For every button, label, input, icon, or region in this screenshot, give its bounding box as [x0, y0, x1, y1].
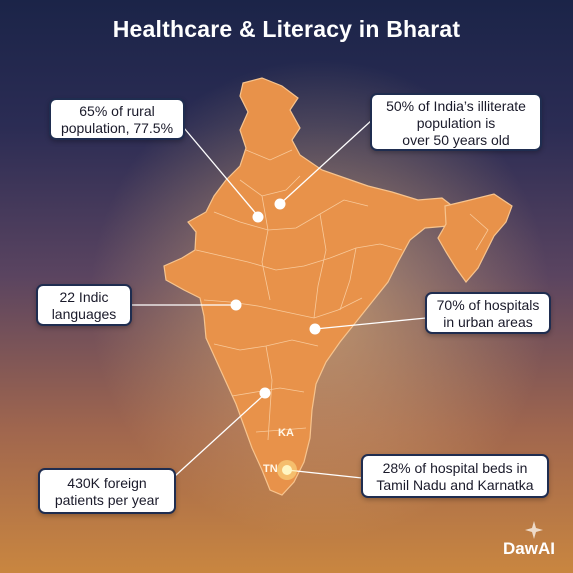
callout-indic-languages: 22 Indic languages [36, 284, 132, 326]
foreign-patients-marker [259, 387, 271, 399]
state-borders [195, 149, 489, 441]
urban-hospitals-marker [309, 323, 321, 335]
callout-illiterate-population: 50% of India’s illiterate population is … [370, 93, 542, 151]
india-northeast-shape [437, 193, 513, 283]
state-label-ka: KA [278, 427, 294, 439]
callout-urban-hospitals: 70% of hospitals in urban areas [425, 292, 551, 334]
languages-marker [230, 299, 242, 311]
callout-rural-population: 65% of rural population, 77.5% [49, 98, 185, 140]
callout-line: 430K foreign [67, 475, 147, 491]
callout-line: Tamil Nadu and Karnatka [376, 477, 534, 493]
callout-line: 50% of India’s illiterate [386, 98, 526, 114]
callout-line: 22 Indic [59, 289, 109, 305]
callout-hospital-beds: 28% of hospital beds in Tamil Nadu and K… [361, 454, 549, 498]
page-title: Healthcare & Literacy in Bharat [112, 16, 461, 42]
callout-line: 65% of rural [79, 103, 155, 119]
sparkle-icon [525, 521, 543, 539]
callout-foreign-patients: 430K foreign patients per year [38, 468, 176, 514]
hospital-beds-marker [282, 465, 292, 475]
callout-line: in urban areas [443, 314, 533, 330]
illiteracy-marker [274, 198, 286, 210]
callout-line: 70% of hospitals [436, 297, 540, 313]
callout-line: patients per year [54, 492, 160, 508]
state-label-tn: TN [263, 463, 278, 475]
callout-line: population is [416, 115, 496, 131]
rural-marker [252, 211, 264, 223]
callout-line: population, 77.5% [60, 120, 174, 136]
callout-line: languages [51, 306, 117, 322]
callout-line: 28% of hospital beds in [382, 460, 528, 476]
brand-logo: DawAI [503, 539, 555, 558]
callout-connectors [130, 119, 427, 479]
india-mainland-shape [163, 77, 456, 496]
callout-line: over 50 years old [402, 132, 510, 148]
